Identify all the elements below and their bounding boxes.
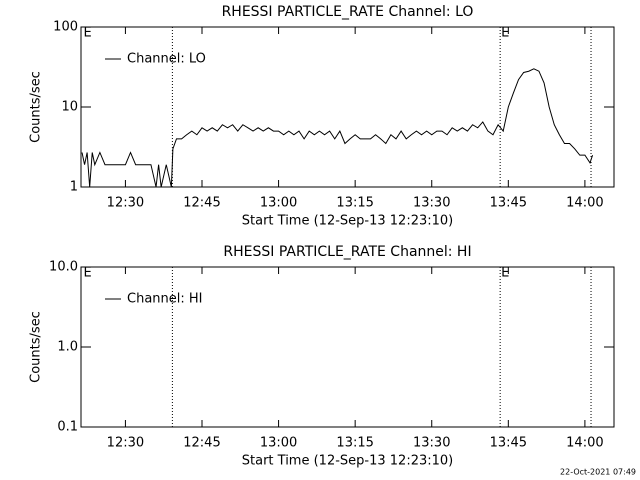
y-tick-label: 10	[61, 100, 78, 115]
x-axis-label: Start Time (12-Sep-13 12:23:10)	[242, 214, 453, 229]
y-tick-label: 10.0	[49, 260, 78, 275]
event-label: E	[84, 26, 92, 41]
y-axis-label: Counts/sec	[29, 71, 44, 143]
y-axis-label: Counts/sec	[29, 311, 44, 383]
x-tick-label: 13:15	[336, 436, 373, 451]
y-tick-label: 0.1	[57, 420, 78, 435]
x-tick-label: 13:45	[490, 196, 527, 211]
x-tick-label: 13:45	[490, 436, 527, 451]
event-label: E	[501, 266, 509, 281]
y-tick-label: 1	[70, 180, 78, 195]
timestamp: 22-Oct-2021 07:49	[560, 468, 636, 477]
chart-title: RHESSI PARTICLE_RATE Channel: LO	[222, 4, 474, 20]
x-tick-label: 13:00	[260, 436, 297, 451]
x-tick-label: 14:00	[566, 436, 603, 451]
x-tick-label: 12:45	[183, 196, 220, 211]
legend-label: Channel: HI	[127, 292, 203, 307]
x-tick-label: 13:30	[413, 196, 450, 211]
x-tick-label: 12:30	[107, 196, 144, 211]
x-tick-label: 13:15	[336, 196, 373, 211]
x-tick-label: 14:00	[566, 196, 603, 211]
x-tick-label: 12:45	[183, 436, 220, 451]
y-tick-label: 100	[53, 20, 78, 35]
x-tick-label: 13:00	[260, 196, 297, 211]
legend-label: Channel: LO	[127, 52, 206, 67]
x-tick-label: 13:30	[413, 436, 450, 451]
x-tick-label: 12:30	[107, 436, 144, 451]
data-line	[81, 68, 594, 188]
event-label: E	[501, 26, 509, 41]
chart-title: RHESSI PARTICLE_RATE Channel: HI	[223, 244, 471, 260]
y-tick-label: 1.0	[57, 340, 78, 355]
x-axis-label: Start Time (12-Sep-13 12:23:10)	[242, 454, 453, 469]
event-label: E	[84, 266, 92, 281]
